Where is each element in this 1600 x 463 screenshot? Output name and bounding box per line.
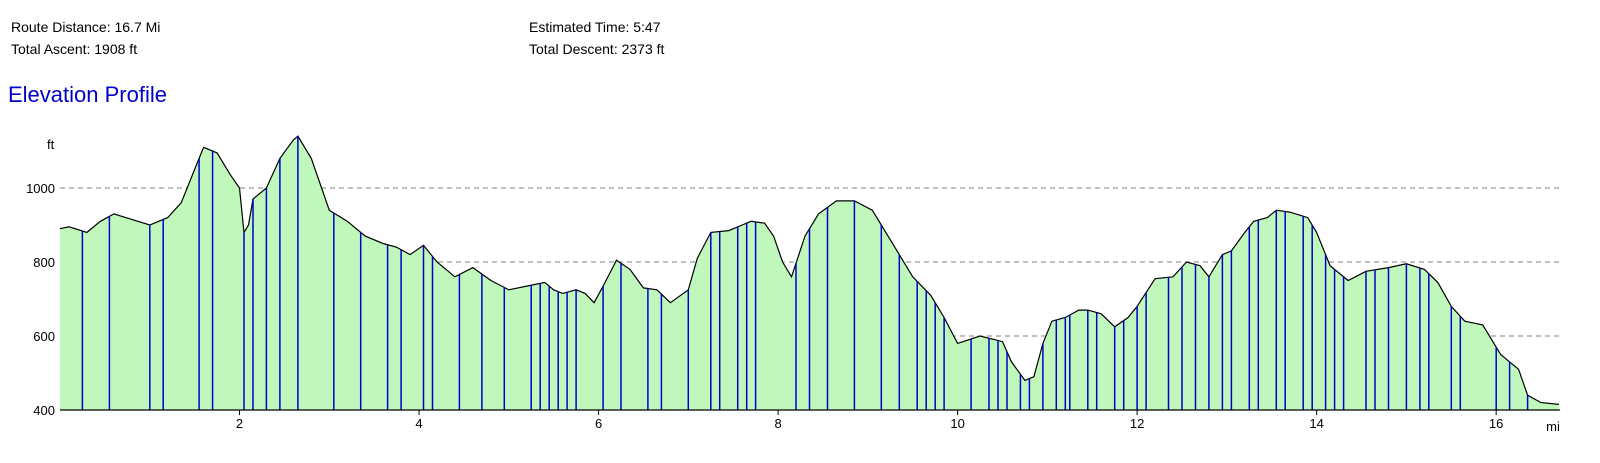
chart-title: Elevation Profile — [8, 82, 167, 107]
y-tick-label-800: 800 — [33, 255, 55, 270]
x-tick-label-2: 2 — [236, 416, 243, 431]
y-tick-label-600: 600 — [33, 329, 55, 344]
x-tick-label-16: 16 — [1489, 416, 1503, 431]
x-axis-unit: mi — [1546, 419, 1560, 434]
y-tick-label-1000: 1000 — [26, 181, 55, 196]
x-tick-label-14: 14 — [1309, 416, 1323, 431]
x-tick-label-6: 6 — [595, 416, 602, 431]
total-ascent: Total Ascent: 1908 ft — [11, 41, 138, 57]
y-tick-label-400: 400 — [33, 403, 55, 418]
y-axis-unit: ft — [47, 137, 55, 152]
x-tick-label-10: 10 — [950, 416, 964, 431]
total-descent: Total Descent: 2373 ft — [529, 41, 665, 57]
x-tick-label-4: 4 — [415, 416, 422, 431]
estimated-time: Estimated Time: 5:47 — [529, 19, 661, 35]
route-distance: Route Distance: 16.7 Mi — [11, 19, 161, 35]
x-tick-label-8: 8 — [774, 416, 781, 431]
x-tick-label-12: 12 — [1130, 416, 1144, 431]
elevation-chart: 400 600 800 1000 ft 2 4 6 8 10 12 14 16 mi — [26, 135, 1560, 434]
